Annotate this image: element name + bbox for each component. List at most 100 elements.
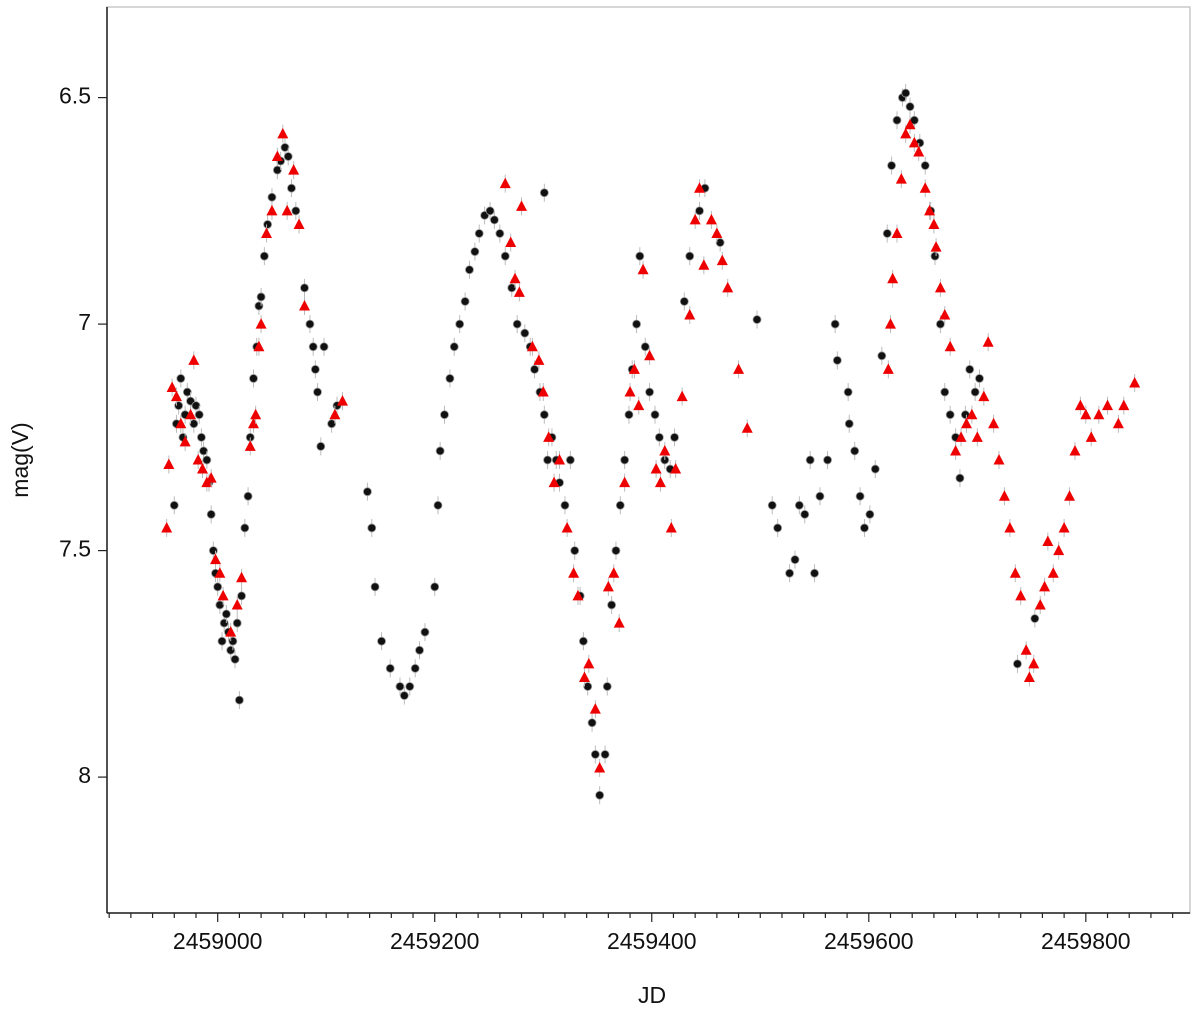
point <box>234 695 244 705</box>
point <box>336 395 348 406</box>
point <box>1053 544 1065 556</box>
point <box>513 286 525 297</box>
point <box>505 236 517 248</box>
point <box>901 88 911 98</box>
point <box>565 455 575 465</box>
point <box>752 315 762 324</box>
point <box>166 381 178 393</box>
point <box>225 626 237 637</box>
point <box>733 363 745 374</box>
point <box>940 387 950 397</box>
point <box>174 401 184 411</box>
point <box>844 419 854 429</box>
point <box>232 618 242 628</box>
point <box>410 663 420 673</box>
point <box>860 523 869 533</box>
point <box>440 410 449 420</box>
point <box>1064 490 1076 501</box>
point <box>624 410 634 420</box>
point <box>415 645 424 655</box>
point <box>670 432 679 442</box>
point <box>516 200 528 211</box>
point <box>930 241 942 252</box>
point <box>259 251 269 261</box>
point <box>654 476 666 488</box>
point <box>572 589 584 601</box>
point <box>679 297 689 306</box>
point <box>971 431 983 442</box>
point <box>206 509 216 519</box>
point <box>255 318 267 329</box>
point <box>1080 408 1092 420</box>
point <box>185 408 197 420</box>
point <box>920 161 930 170</box>
point <box>470 247 480 257</box>
point <box>823 455 832 465</box>
point <box>208 546 218 555</box>
point <box>533 354 545 365</box>
point <box>945 410 955 420</box>
point <box>913 145 925 157</box>
point <box>633 399 645 411</box>
point <box>590 750 600 759</box>
point <box>924 204 936 216</box>
point <box>578 636 588 646</box>
point <box>895 173 907 184</box>
point <box>1028 657 1040 669</box>
point <box>684 309 696 320</box>
point <box>214 567 226 578</box>
point <box>490 215 499 225</box>
point <box>928 218 940 229</box>
point <box>445 374 455 383</box>
point <box>568 567 580 578</box>
point <box>1074 399 1086 411</box>
y-tick-label: 8 <box>78 762 91 788</box>
point <box>785 568 794 578</box>
point <box>254 301 264 311</box>
point <box>370 582 380 592</box>
point <box>637 263 649 275</box>
point <box>507 283 517 293</box>
x-tick-label: 2459400 <box>607 928 697 954</box>
point <box>570 546 580 555</box>
point <box>635 251 645 261</box>
x-tick-label: 2459200 <box>390 928 480 954</box>
point <box>602 682 612 691</box>
point <box>430 582 440 592</box>
point <box>1085 431 1097 442</box>
point <box>578 671 590 682</box>
point <box>1034 598 1046 610</box>
point <box>512 319 522 329</box>
point <box>299 299 311 311</box>
point <box>930 251 940 261</box>
point <box>277 127 289 139</box>
point <box>433 500 443 510</box>
point <box>1009 567 1021 578</box>
point <box>188 354 200 365</box>
point <box>919 182 931 193</box>
y-tick-label: 6.5 <box>59 83 91 109</box>
point <box>405 682 415 691</box>
point <box>741 422 753 433</box>
point <box>217 589 229 601</box>
point <box>465 265 474 275</box>
point <box>1129 376 1141 388</box>
point <box>800 509 810 519</box>
point <box>600 750 610 759</box>
point <box>288 164 300 175</box>
point <box>966 408 978 420</box>
point <box>950 444 962 456</box>
point <box>500 251 510 261</box>
point <box>711 227 723 238</box>
point <box>1093 408 1105 420</box>
point <box>900 127 912 139</box>
x-axis-title: JD <box>638 982 666 1008</box>
point <box>670 463 682 474</box>
plot-frame <box>106 6 1191 914</box>
point <box>619 476 631 488</box>
point <box>194 410 204 420</box>
point <box>509 272 521 284</box>
point <box>520 328 530 338</box>
point <box>460 297 470 306</box>
